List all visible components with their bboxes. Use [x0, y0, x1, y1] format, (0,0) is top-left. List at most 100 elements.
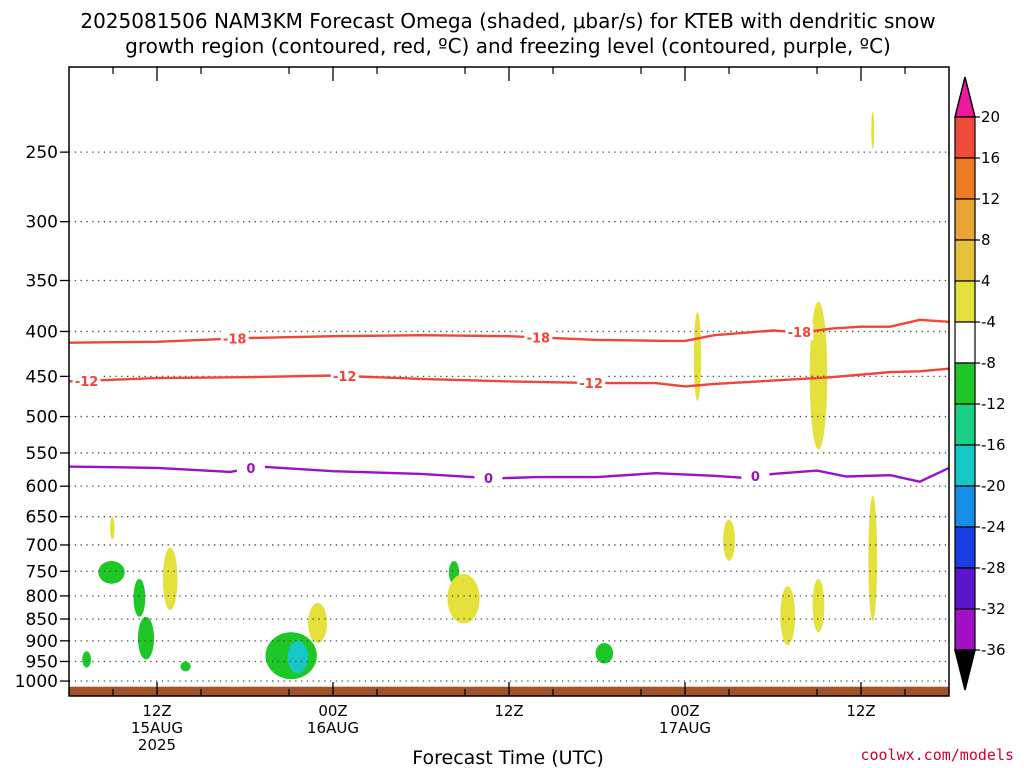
contour-label-0-1: -18	[527, 331, 551, 346]
ytick-label-250: 250	[26, 143, 58, 163]
colorbar-box-3	[954, 239, 976, 282]
colorbar-box-0	[954, 116, 976, 159]
omega-colorbar: 20 16 12 8 4 -4 -8 -12 -16 -20 -24 -28 -32 -36	[954, 76, 1006, 691]
colorbar-box-6	[954, 362, 976, 405]
contour-label-0-2: -18	[788, 326, 812, 341]
omega-shade-11	[308, 602, 328, 643]
temperature-contours: -18 -18 -18 -12 -12 -12 0 0 0	[68, 318, 950, 487]
omega-shade-16	[809, 301, 828, 450]
xtick-label-1-0: 00Z	[318, 702, 347, 720]
ytick-label-350: 350	[26, 272, 58, 292]
pressure-axis: 2503003504004505005506006507007508008509…	[15, 143, 69, 692]
colorbar-box-2	[954, 198, 976, 241]
colorbar-label-7: -12	[981, 395, 1006, 413]
colorbar-label-4: 4	[981, 272, 991, 290]
title-line-1: 2025081506 NAM3KM Forecast Omega (shaded…	[80, 9, 935, 33]
contour-label-2-2: 0	[751, 470, 760, 485]
colorbar-label-0: 20	[981, 108, 1000, 126]
colorbar-box-9	[954, 485, 976, 528]
colorbar-box-5	[954, 321, 976, 364]
ytick-label-750: 750	[26, 562, 58, 582]
omega-shade-10	[162, 547, 178, 610]
colorbar-label-5: -4	[981, 313, 996, 331]
title-line-2: growth region (contoured, red, ºC) and f…	[125, 34, 891, 58]
colorbar-box-8	[954, 444, 976, 487]
contour-label-1-0: -12	[75, 375, 99, 390]
omega-shade-2	[133, 578, 146, 617]
colorbar-top-triangle	[954, 76, 976, 118]
colorbar-box-12	[954, 608, 976, 651]
contour-line-2	[68, 465, 950, 483]
colorbar-label-6: -8	[981, 354, 996, 372]
colorbar-box-1	[954, 157, 976, 200]
omega-shade-1	[98, 560, 125, 584]
contour-label-bg-1-1	[330, 367, 359, 384]
omega-shade-3	[137, 616, 155, 660]
colorbar-label-13: -36	[981, 641, 1006, 659]
contour-label-2-1: 0	[484, 472, 493, 487]
ytick-label-1000: 1000	[15, 672, 58, 692]
omega-shade-4	[180, 661, 191, 672]
ytick-label-650: 650	[26, 508, 58, 528]
colorbar-label-12: -32	[981, 600, 1006, 618]
omega-shade-14	[723, 519, 735, 561]
contour-label-2-0: 0	[246, 462, 255, 477]
ytick-label-950: 950	[26, 652, 58, 672]
ytick-label-900: 900	[26, 632, 58, 652]
colorbar-label-3: 8	[981, 231, 991, 249]
ytick-label-850: 850	[26, 610, 58, 630]
chart-title: 2025081506 NAM3KM Forecast Omega (shaded…	[80, 9, 935, 58]
colorbar-label-10: -24	[981, 518, 1006, 536]
xtick-label-0-0: 12Z	[142, 702, 171, 720]
omega-shade-13	[693, 311, 702, 402]
colorbar-box-4	[954, 280, 976, 323]
contour-line-1	[68, 367, 950, 388]
omega-shade-17	[812, 578, 825, 633]
plot-frame	[68, 66, 950, 697]
contour-line-0	[68, 318, 950, 344]
ytick-label-500: 500	[26, 408, 58, 428]
contour-label-bg-1-0	[72, 372, 101, 389]
omega-shading-layer	[82, 111, 878, 680]
colorbar-label-9: -20	[981, 477, 1006, 495]
xtick-label-3-1: 17AUG	[659, 719, 711, 737]
xtick-label-1-1: 16AUG	[307, 719, 359, 737]
contour-label-bg-2-2	[741, 468, 770, 485]
contour-label-1-1: -12	[333, 370, 357, 385]
contour-label-bg-0-1	[524, 329, 553, 346]
omega-shade-15	[780, 586, 796, 646]
omega-shade-9	[110, 516, 115, 540]
credit-text: coolwx.com/models	[860, 746, 1014, 764]
contour-label-bg-0-0	[220, 330, 249, 347]
contour-label-1-2: -12	[579, 377, 603, 392]
ytick-label-700: 700	[26, 536, 58, 556]
xtick-label-4-0: 12Z	[846, 702, 875, 720]
xtick-label-0-1: 15AUG	[131, 719, 183, 737]
omega-shade-0	[82, 651, 91, 668]
colorbar-label-1: 16	[981, 149, 1000, 167]
ytick-label-400: 400	[26, 322, 58, 342]
colorbar-label-11: -28	[981, 559, 1006, 577]
colorbar-label-2: 12	[981, 190, 1000, 208]
colorbar-bottom-triangle	[954, 649, 976, 691]
ytick-label-800: 800	[26, 587, 58, 607]
omega-shade-18	[868, 495, 878, 622]
contour-label-bg-2-0	[236, 460, 265, 477]
contour-label-bg-1-2	[577, 374, 606, 391]
xtick-label-0-2: 2025	[138, 736, 176, 754]
colorbar-label-8: -16	[981, 436, 1006, 454]
contour-label-bg-0-2	[785, 324, 814, 341]
omega-shade-19	[871, 111, 875, 150]
contour-label-bg-2-1	[474, 470, 503, 487]
ytick-label-450: 450	[26, 367, 58, 387]
colorbar-box-7	[954, 403, 976, 446]
colorbar-box-10	[954, 526, 976, 569]
xtick-label-2-0: 12Z	[494, 702, 523, 720]
omega-shade-8	[595, 642, 614, 664]
ytick-label-600: 600	[26, 477, 58, 497]
ytick-label-550: 550	[26, 444, 58, 464]
xtick-label-3-0: 00Z	[670, 702, 699, 720]
colorbar-box-11	[954, 567, 976, 610]
contour-label-0-0: -18	[223, 333, 247, 348]
